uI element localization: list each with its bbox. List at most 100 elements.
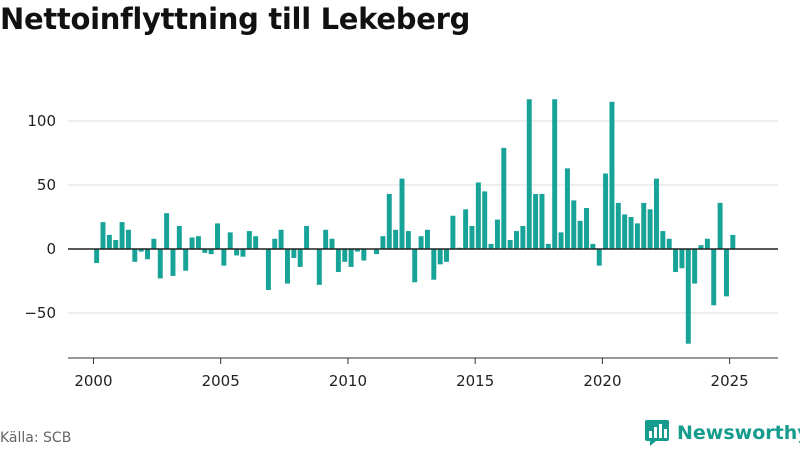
bar [717,202,723,249]
bar [189,237,195,249]
bar [227,232,233,249]
x-axis: 2000 2005 2010 2015 2020 2025 [68,248,778,390]
bar [494,219,500,249]
bar [673,249,679,273]
y-tick-label: 100 [27,112,56,130]
bar [253,236,259,249]
x-tick-label: 2010 [329,372,367,390]
bar [444,249,450,262]
bar [342,249,348,262]
x-tick-label: 2025 [711,372,749,390]
bar [348,249,354,267]
bar [202,249,208,253]
x-tick-label: 2015 [456,372,494,390]
bar [590,243,596,249]
bar [157,249,163,279]
bar [195,236,201,249]
bar [463,209,469,249]
bar [514,231,519,249]
bar [488,243,494,249]
bar [125,229,131,249]
bar [304,225,310,249]
bar [596,249,602,266]
bar [552,99,558,250]
bar [711,249,717,306]
bar [698,245,704,249]
bar [316,249,322,285]
bar [692,249,698,284]
bar [221,249,227,266]
bar [215,223,220,249]
bar [424,229,430,249]
bar [437,249,443,265]
newsworthy-logo-icon [645,420,669,446]
bar [647,209,653,249]
bar [335,249,341,273]
y-axis-labels: −50 0 50 100 [24,112,56,322]
bar [329,238,335,249]
bar [450,215,456,249]
bar [603,173,609,249]
bar [539,193,545,249]
bar [704,238,710,249]
source-label: Källa: SCB [0,430,72,446]
bar [132,249,138,262]
bar [654,178,659,249]
bar [412,249,418,283]
bar [265,249,271,290]
bar [666,238,672,249]
bar [660,231,666,249]
bar [323,229,329,249]
bar [278,229,284,249]
bar [730,234,736,249]
newsworthy-logo: Newsworthy [644,418,800,448]
bar [94,249,100,264]
bar [609,101,615,249]
y-tick-label: 50 [37,176,56,194]
chart-title: Nettoinflyttning till Lekeberg [0,2,471,36]
bar [380,236,386,249]
bar [374,249,380,255]
x-tick-label: 2000 [74,372,112,390]
bar [577,220,583,249]
bar [234,249,240,256]
x-tick-label: 2020 [583,372,621,390]
bar [634,223,640,249]
bar [170,249,176,276]
bar [183,249,189,271]
bar [545,243,551,249]
bar [246,231,252,249]
bar [272,238,278,249]
bars [94,99,736,344]
bar [501,147,507,249]
bar [641,202,647,249]
bar [615,202,621,249]
bar [151,238,157,249]
bar [628,217,634,249]
bar [285,249,290,284]
bar [584,208,589,249]
bar [297,249,303,267]
brand-name: Newsworthy [677,422,800,444]
bar [469,225,475,249]
bar [622,214,628,249]
bar [475,182,481,249]
bar [526,99,532,250]
bar [164,213,170,249]
bar [571,200,577,249]
bar [145,249,150,260]
grid-lines [68,120,778,314]
bar [291,249,297,258]
bar [100,222,106,249]
bar [405,231,411,249]
bar [399,178,405,249]
bar [119,222,125,249]
bar [558,232,564,249]
bar [533,193,539,249]
bar-chart: −50 0 50 100 2000 2005 2010 2015 2020 2025 [24,99,778,390]
bar [564,168,570,249]
bar [507,240,513,249]
bar [685,249,691,344]
bar [520,225,526,249]
y-tick-label: −50 [24,304,56,322]
